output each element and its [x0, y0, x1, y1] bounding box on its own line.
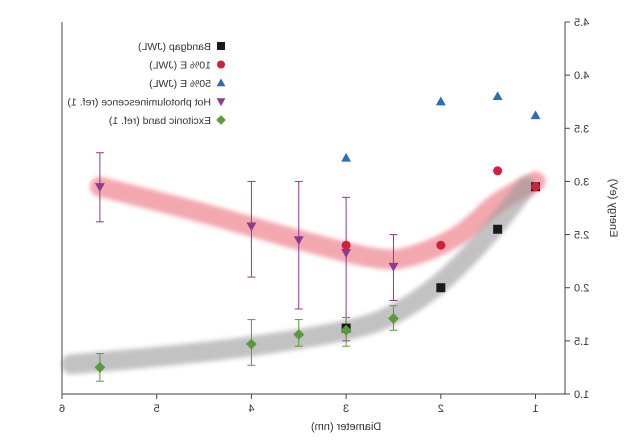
fifty-percent-e-point: [435, 96, 446, 106]
y-tick-label: 3.0: [574, 176, 589, 188]
excitonic-band-point: [94, 362, 106, 373]
legend: Bandgap (JWL) 10% E (JWL) 50% E (JWL) Hot p…: [67, 41, 226, 127]
hot-photoluminescence-point: [94, 183, 105, 192]
y-tick-label: 4.0: [574, 70, 589, 82]
x-tick-label: 4: [248, 403, 254, 415]
legend-fifty-percent-e-marker: [216, 78, 226, 87]
excitonic-band-point: [340, 324, 352, 336]
legend-hot-photoluminescence-marker: [216, 98, 226, 107]
hot-photoluminescence-point: [246, 222, 257, 232]
legend-ten-percent-e-marker: [217, 60, 225, 69]
legend-ten-percent-e-label: 10% E (JWL): [149, 60, 211, 72]
x-tick-label: 2: [438, 403, 444, 415]
y-axis-ticks: 1.0 1.5 2.0 2.5 3.0 3.5 4.0 4.5 Energy (eV): [565, 17, 619, 401]
x-tick-label: 5: [154, 403, 160, 415]
y-tick-label: 2.0: [574, 283, 589, 295]
legend-fifty-percent-e-label: 50% E (JWL): [149, 78, 211, 90]
y-tick-label: 1.0: [574, 389, 589, 401]
grey-trend-band: [61, 176, 537, 375]
x-axis-ticks: 6 5 4 3 2 1 Diameter (nm): [59, 394, 539, 433]
hot-photoluminescence-point: [341, 249, 352, 258]
trend-bands: [61, 171, 546, 375]
y-tick-label: 2.5: [574, 230, 589, 242]
red-trend-band: [89, 171, 546, 270]
excitonic-band-point: [388, 313, 399, 324]
x-tick-label: 1: [532, 403, 538, 415]
legend-bandgap-marker: [217, 42, 225, 50]
hot-photoluminescence-point: [388, 262, 399, 272]
plot-frame: [61, 22, 566, 395]
hot-photoluminescence-point: [293, 236, 304, 246]
data-markers: [94, 91, 541, 373]
legend-bandgap-label: Bandgap (JWL): [138, 41, 211, 53]
legend-hot-photoluminescence-label: Hot photoluminescence (ref. 1): [67, 97, 211, 109]
y-tick-label: 4.5: [574, 17, 589, 29]
x-tick-label: 3: [343, 403, 349, 415]
fifty-percent-e-point: [530, 110, 541, 120]
bandgap-point: [436, 283, 446, 293]
legend-excitonic-band-label: Excitonic band (ref. 1): [109, 115, 211, 127]
x-tick-label: 6: [59, 403, 65, 415]
ten-percent-e-point: [493, 166, 503, 176]
y-tick-label: 1.5: [574, 336, 589, 348]
y-tick-label: 3.5: [574, 123, 589, 135]
fifty-percent-e-point: [492, 91, 503, 100]
excitonic-band-point: [246, 338, 257, 350]
legend-excitonic-band-marker: [216, 115, 226, 125]
ten-percent-e-point: [531, 182, 541, 192]
ten-percent-e-point: [341, 240, 351, 250]
y-axis-label: Energy (eV): [607, 179, 619, 238]
bandgap-point: [493, 224, 503, 234]
fifty-percent-e-point: [341, 152, 352, 162]
x-axis-label: Diameter (nm): [311, 421, 381, 433]
excitonic-band-point: [293, 329, 305, 340]
ten-percent-e-point: [436, 240, 446, 250]
